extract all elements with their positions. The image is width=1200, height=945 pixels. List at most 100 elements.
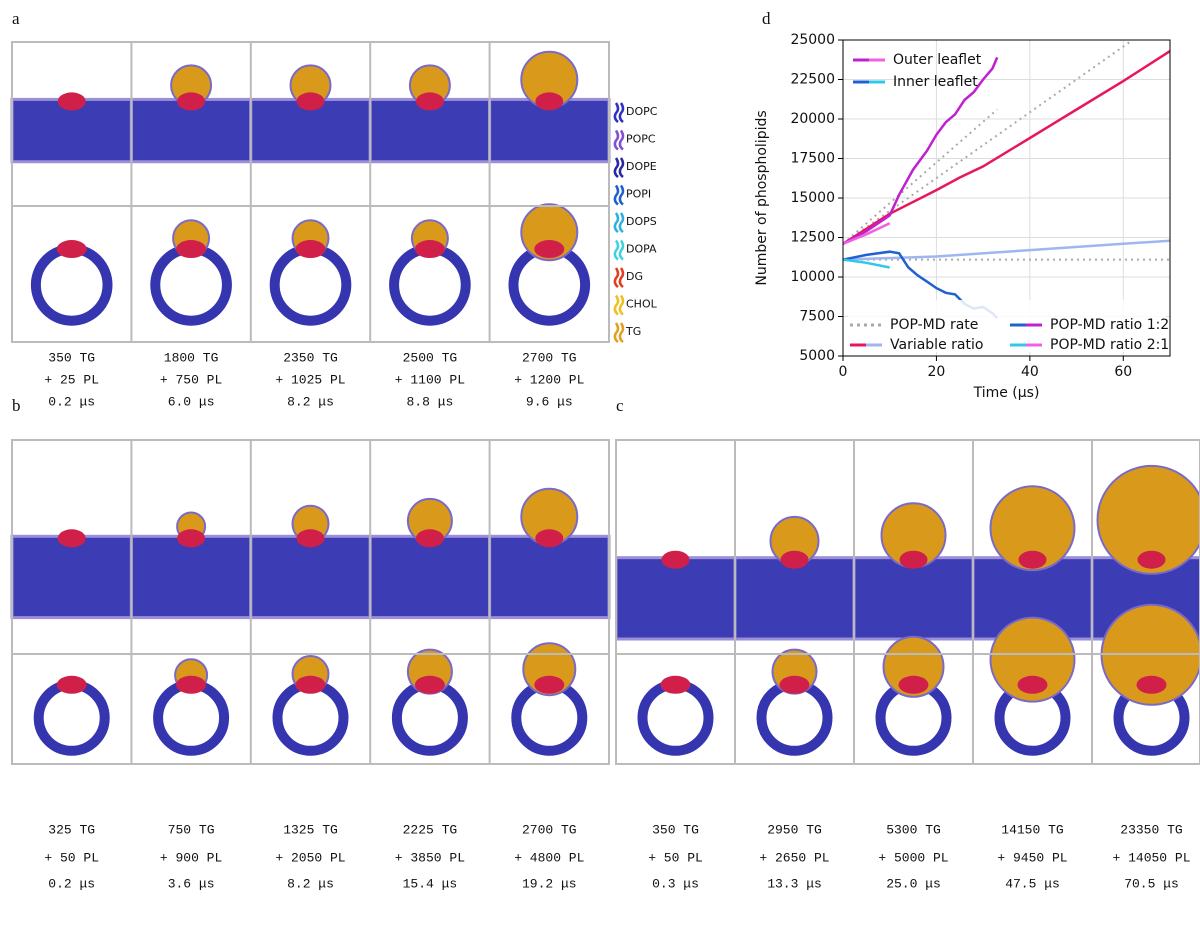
legend-box [848,300,1166,352]
lipid-icon [613,239,625,261]
protein-cluster [898,675,929,694]
caption: 3.6 μs [168,876,215,891]
caption: + 50 PL [44,850,99,865]
protein-cluster [296,529,325,548]
protein-cluster [56,675,87,694]
protein-cluster [534,675,565,694]
caption: + 50 PL [648,850,703,865]
data-line [843,239,1170,261]
panel [10,50,611,326]
data-line [843,50,1170,245]
legend-label: POP-MD ratio 2:1 [1050,337,1169,353]
lipid-icon [613,212,625,233]
caption: 2700 TG [522,822,577,837]
lipid-icon [613,102,625,123]
protein-cluster [661,550,690,569]
protein-cluster [57,92,86,111]
caption: + 1200 PL [514,372,584,387]
membrane [733,556,856,641]
caption: 8.2 μs [287,394,334,409]
membrane [852,556,975,641]
x-axis-label: Time (μs) [973,385,1040,401]
panel [616,464,1200,756]
protein-cluster [779,675,810,694]
data-line [843,222,891,245]
caption: + 1025 PL [275,372,345,387]
y-tick-label: 12500 [790,230,835,246]
membrane [616,556,737,641]
caption: 350 TG [48,350,95,365]
protein-cluster [177,529,206,548]
caption: 0.2 μs [48,394,95,409]
panel-label: d [762,9,771,28]
caption: + 1100 PL [395,372,465,387]
droplet [1096,464,1200,575]
vesicle [389,244,471,326]
x-tick-label: 20 [928,364,946,380]
vesicle [391,679,468,756]
caption: 14150 TG [1001,822,1063,837]
membrane [488,534,611,620]
lipid-name: DOPC [626,105,658,118]
y-tick-label: 25000 [790,32,835,48]
data-line [843,258,890,269]
legend-label: Variable ratio [890,337,983,353]
membrane [249,534,372,620]
protein-cluster [1136,675,1167,694]
caption: 2950 TG [767,822,822,837]
caption: + 3850 PL [395,850,465,865]
x-tick-label: 60 [1114,364,1132,380]
caption: 1325 TG [283,822,338,837]
vesicle [33,679,110,756]
caption: 47.5 μs [1005,876,1060,891]
membrane [10,534,133,620]
legend-label: POP-MD rate [890,317,978,333]
protein-cluster [1017,675,1048,694]
panel-frame [615,439,1200,765]
caption: 325 TG [48,822,95,837]
caption: + 25 PL [44,372,99,387]
y-tick-label: 7500 [799,309,835,325]
lipid-icon [613,184,625,206]
lipid-icon [613,129,625,151]
protein-cluster [56,240,87,259]
protein-cluster [295,675,326,694]
caption: 2350 TG [283,350,338,365]
y-tick-label: 15000 [790,190,835,206]
caption: 23350 TG [1120,822,1182,837]
protein-cluster [1018,550,1047,569]
protein-cluster [57,529,86,548]
protein-cluster [295,240,326,259]
lipid-name: DOPS [626,215,657,228]
y-tick-label: 10000 [790,269,835,285]
vesicle [272,679,349,756]
caption: 750 TG [168,822,215,837]
vesicle [150,244,232,326]
caption: + 9450 PL [997,850,1067,865]
panel-frame [11,41,610,343]
vesicle [30,244,113,326]
caption: 15.4 μs [403,876,458,891]
caption: + 4800 PL [514,850,584,865]
lipid-icon [613,294,625,316]
lipid-name: DOPA [626,243,657,256]
legend-label: POP-MD ratio 1:2 [1050,317,1169,333]
caption: + 2050 PL [275,850,345,865]
protein-cluster [899,550,928,569]
vesicle [269,244,352,326]
lipid-name: POPI [626,188,651,201]
lipid-icon [613,157,625,178]
caption: 0.2 μs [48,876,95,891]
caption: 8.2 μs [287,876,334,891]
caption: + 2650 PL [759,850,829,865]
protein-cluster [535,529,564,548]
vesicle [756,679,833,756]
protein-cluster [1137,550,1166,569]
lipid-name: DOPE [626,160,657,173]
caption: 13.3 μs [767,876,822,891]
caption: 1800 TG [164,350,219,365]
panel-label: b [12,396,21,415]
data-line [843,56,999,245]
lipid-name: CHOL [626,298,658,311]
protein-cluster [177,92,206,111]
